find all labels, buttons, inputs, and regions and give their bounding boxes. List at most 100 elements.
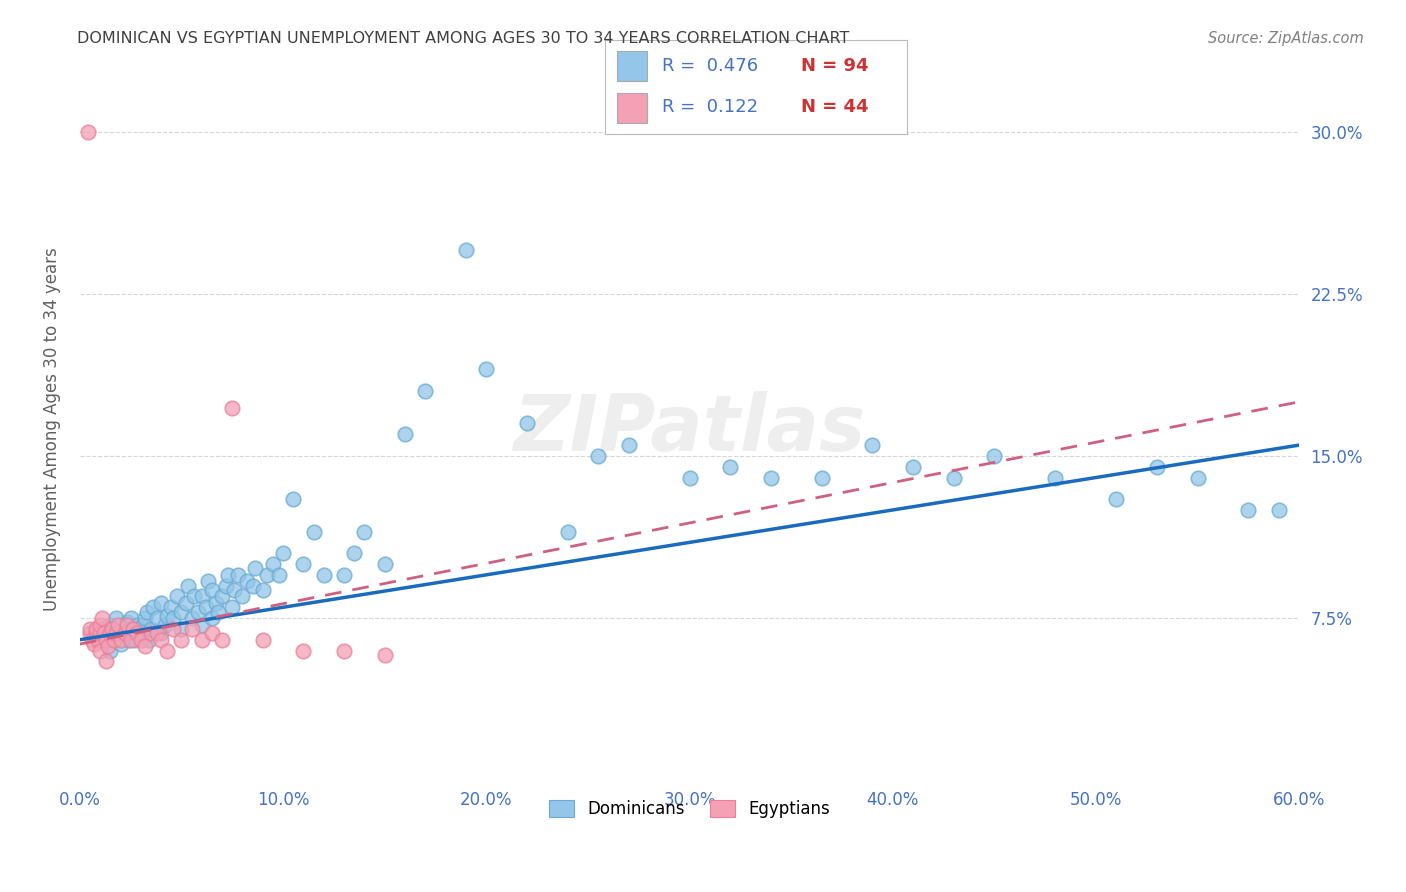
Point: [1268, 503, 1291, 517]
Point: [87, 632, 110, 647]
Point: [1105, 492, 1128, 507]
Point: [242, 579, 264, 593]
Y-axis label: Unemployment Among Ages 30 to 34 years: Unemployment Among Ages 30 to 34 years: [44, 247, 60, 611]
Point: [77, 124, 100, 138]
Point: [302, 524, 325, 539]
Point: [146, 626, 169, 640]
Point: [79, 622, 101, 636]
Point: [374, 557, 396, 571]
Point: [156, 643, 179, 657]
Point: [96, 654, 118, 668]
Point: [174, 596, 197, 610]
Point: [343, 546, 366, 560]
Point: [353, 524, 375, 539]
Point: [205, 596, 228, 610]
Point: [124, 632, 146, 647]
Text: N = 44: N = 44: [801, 98, 869, 116]
Point: [160, 600, 183, 615]
Point: [105, 611, 128, 625]
Point: [207, 605, 229, 619]
Point: [252, 632, 274, 647]
Point: [121, 622, 143, 636]
Point: [180, 611, 202, 625]
Point: [162, 622, 184, 636]
Point: [139, 622, 162, 636]
Point: [150, 632, 173, 647]
Point: [150, 626, 173, 640]
Point: [262, 557, 284, 571]
Point: [134, 639, 156, 653]
Point: [942, 470, 965, 484]
Legend: Dominicans, Egyptians: Dominicans, Egyptians: [543, 793, 837, 825]
Point: [170, 605, 193, 619]
Point: [117, 632, 139, 647]
Point: [170, 622, 193, 636]
Point: [454, 244, 477, 258]
Point: [211, 590, 233, 604]
Point: [84, 626, 107, 640]
Point: [217, 567, 239, 582]
Point: [180, 622, 202, 636]
Point: [718, 459, 741, 474]
Point: [183, 590, 205, 604]
Point: [211, 632, 233, 647]
Point: [860, 438, 883, 452]
Point: [292, 643, 315, 657]
Point: [156, 609, 179, 624]
Point: [150, 596, 173, 610]
Point: [120, 626, 142, 640]
Point: [983, 449, 1005, 463]
Point: [105, 626, 128, 640]
Point: [91, 611, 114, 625]
Point: [97, 639, 120, 653]
Point: [374, 648, 396, 662]
Text: ZIPatlas: ZIPatlas: [513, 391, 866, 467]
Point: [103, 632, 125, 647]
Point: [136, 605, 159, 619]
Point: [394, 427, 416, 442]
Point: [96, 632, 118, 647]
Point: [114, 622, 136, 636]
Point: [79, 626, 101, 640]
Point: [138, 632, 160, 647]
Point: [115, 617, 138, 632]
Point: [110, 637, 132, 651]
Point: [271, 546, 294, 560]
Point: [89, 626, 111, 640]
Point: [129, 632, 152, 647]
Point: [201, 582, 224, 597]
Point: [201, 626, 224, 640]
Point: [557, 524, 579, 539]
Point: [103, 632, 125, 647]
Point: [678, 470, 700, 484]
Point: [132, 617, 155, 632]
Point: [312, 567, 335, 582]
Point: [201, 611, 224, 625]
Point: [129, 626, 152, 640]
Point: [101, 622, 124, 636]
Text: N = 94: N = 94: [801, 57, 869, 75]
Point: [810, 470, 832, 484]
Point: [83, 637, 105, 651]
Point: [120, 632, 142, 647]
FancyBboxPatch shape: [617, 52, 647, 81]
Point: [252, 582, 274, 597]
Point: [231, 590, 253, 604]
Point: [228, 567, 250, 582]
Point: [110, 632, 132, 647]
Point: [89, 643, 111, 657]
Point: [256, 567, 278, 582]
Point: [170, 632, 193, 647]
Point: [98, 643, 121, 657]
Point: [98, 626, 121, 640]
Point: [617, 438, 640, 452]
Text: DOMINICAN VS EGYPTIAN UNEMPLOYMENT AMONG AGES 30 TO 34 YEARS CORRELATION CHART: DOMINICAN VS EGYPTIAN UNEMPLOYMENT AMONG…: [77, 31, 849, 46]
Point: [93, 622, 115, 636]
Point: [191, 590, 214, 604]
Point: [187, 605, 209, 619]
Point: [89, 632, 111, 647]
Point: [243, 561, 266, 575]
Point: [125, 626, 148, 640]
Point: [155, 617, 177, 632]
Point: [475, 362, 498, 376]
